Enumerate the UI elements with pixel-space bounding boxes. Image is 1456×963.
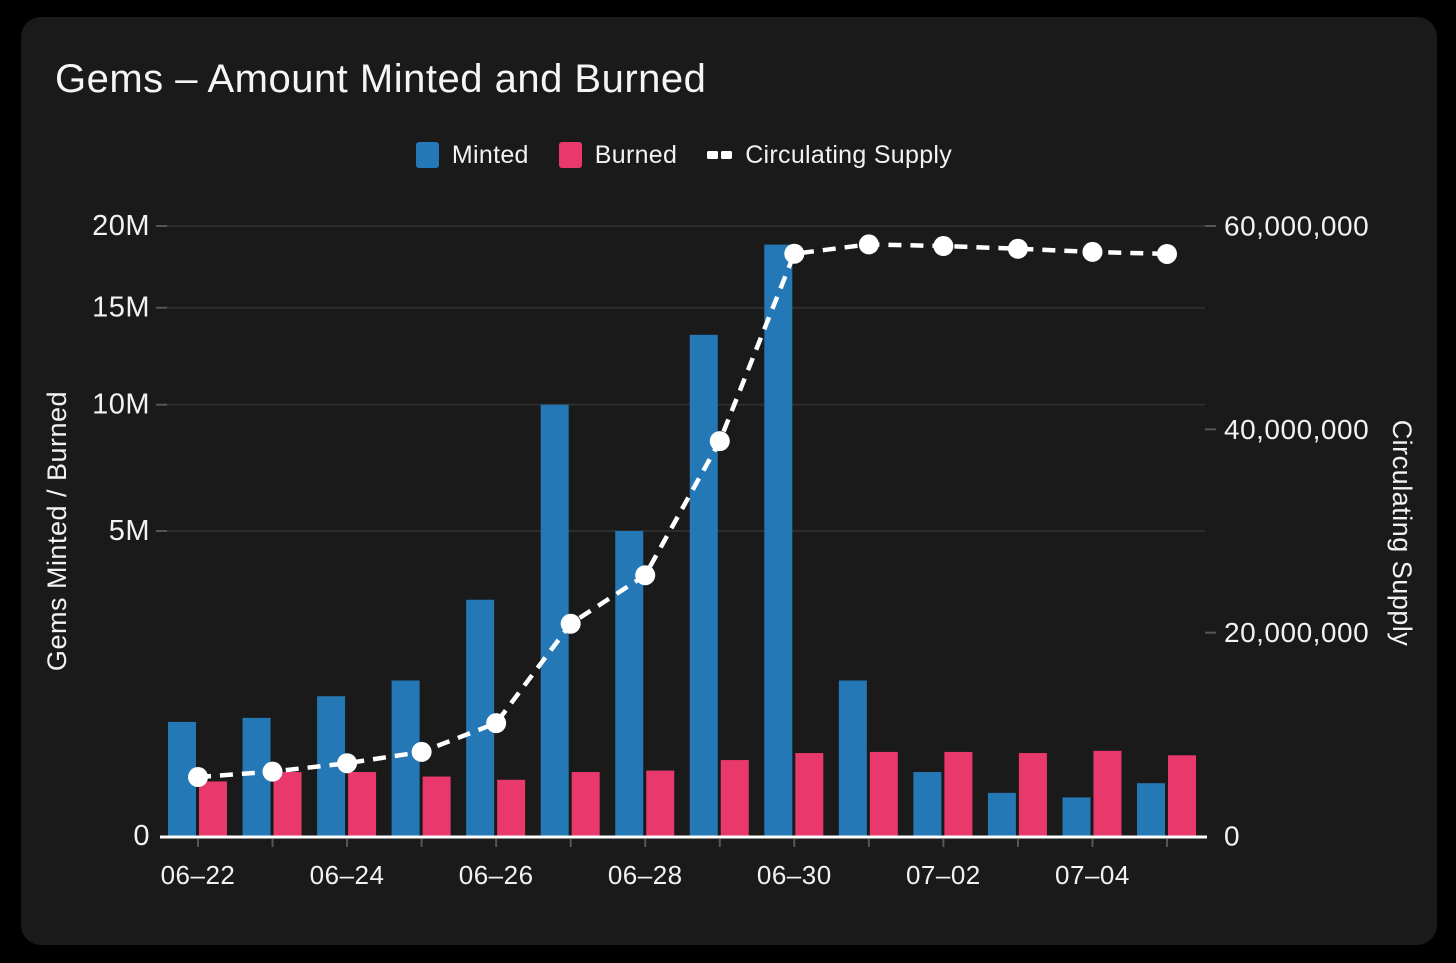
- bar-minted[interactable]: [987, 792, 1016, 836]
- chart-title: Gems – Amount Minted and Burned: [55, 57, 707, 101]
- supply-point[interactable]: [858, 234, 879, 255]
- bar-burned[interactable]: [199, 781, 227, 836]
- bar-burned[interactable]: [571, 772, 600, 836]
- supply-point[interactable]: [560, 613, 581, 634]
- bar-minted[interactable]: [838, 680, 867, 836]
- left-axis-title: Gems Minted / Burned: [42, 391, 72, 671]
- legend-item-circulating-supply[interactable]: Circulating Supply: [707, 141, 952, 170]
- supply-point[interactable]: [262, 761, 283, 782]
- legend-label-burned: Burned: [594, 140, 678, 169]
- axis-labels: 0 5M 10M 15M 20M 0 20,000,000 40,000,000 60,000,…: [92, 210, 1369, 890]
- supply-point[interactable]: [933, 236, 954, 257]
- bar-burned[interactable]: [1018, 753, 1047, 836]
- supply-point[interactable]: [486, 713, 507, 734]
- x-axis-tick-label: 06–28: [608, 860, 683, 890]
- bar-burned[interactable]: [1168, 755, 1196, 836]
- x-axis-tick-label: 07–02: [906, 860, 981, 890]
- bar-burned[interactable]: [422, 776, 451, 836]
- supply-point[interactable]: [709, 431, 730, 452]
- bar-burned[interactable]: [795, 753, 824, 836]
- left-axis-tick-label: 5M: [109, 515, 150, 547]
- legend-label-circulating-supply: Circulating Supply: [745, 140, 953, 169]
- bar-burned[interactable]: [1093, 750, 1122, 836]
- bar-minted[interactable]: [1137, 783, 1165, 836]
- left-axis-tick-label: 20M: [92, 210, 150, 242]
- supply-point[interactable]: [784, 243, 805, 264]
- supply-point[interactable]: [1007, 238, 1028, 259]
- x-axis-ticks: [197, 839, 1168, 847]
- legend-item-minted[interactable]: Minted: [415, 140, 529, 170]
- legend-label-minted: Minted: [451, 140, 529, 169]
- x-axis-tick-label: 06–24: [310, 860, 385, 890]
- supply-line[interactable]: [197, 242, 1168, 780]
- bar-burned[interactable]: [273, 772, 302, 836]
- supply-point[interactable]: [337, 753, 358, 774]
- bar-minted[interactable]: [1062, 797, 1091, 836]
- x-axis-tick-label: 06–22: [161, 860, 236, 890]
- gridlines: [156, 225, 1216, 634]
- supply-points: [188, 234, 1177, 788]
- supply-point[interactable]: [411, 741, 432, 762]
- left-axis-tick-label: 10M: [92, 389, 150, 421]
- right-axis-tick-label: 0: [1224, 821, 1240, 852]
- left-axis-tick-label: 15M: [92, 292, 150, 324]
- x-axis-tick-label: 07–04: [1055, 860, 1130, 890]
- bar-burned[interactable]: [646, 770, 675, 836]
- bar-burned[interactable]: [720, 760, 749, 836]
- right-axis-title: Circulating Supply: [1387, 420, 1417, 647]
- x-axis-tick-label: 06–26: [459, 860, 534, 890]
- supply-point[interactable]: [635, 565, 656, 586]
- bar-series: [168, 244, 1196, 836]
- bar-burned[interactable]: [944, 751, 973, 836]
- burned-swatch-icon: [558, 142, 582, 168]
- chart-legend: Minted Burned Circulating Supply: [163, 138, 1205, 172]
- legend-item-burned[interactable]: Burned: [558, 140, 678, 170]
- bar-burned[interactable]: [869, 751, 898, 836]
- bar-burned[interactable]: [348, 772, 377, 836]
- bar-minted[interactable]: [764, 244, 793, 836]
- right-axis-tick-label: 40,000,000: [1224, 414, 1369, 445]
- right-axis-tick-label: 20,000,000: [1224, 617, 1369, 648]
- bar-minted[interactable]: [689, 334, 718, 836]
- supply-point[interactable]: [1082, 241, 1103, 262]
- bar-minted[interactable]: [913, 772, 942, 836]
- left-axis-tick-label: 0: [133, 820, 150, 852]
- supply-point[interactable]: [188, 767, 208, 788]
- right-axis-tick-label: 60,000,000: [1224, 211, 1369, 242]
- minted-swatch-icon: [415, 142, 439, 168]
- x-axis-tick-label: 06–30: [757, 860, 832, 890]
- bar-burned[interactable]: [497, 779, 526, 836]
- dashed-line-icon: [707, 151, 733, 159]
- supply-point[interactable]: [1157, 243, 1177, 264]
